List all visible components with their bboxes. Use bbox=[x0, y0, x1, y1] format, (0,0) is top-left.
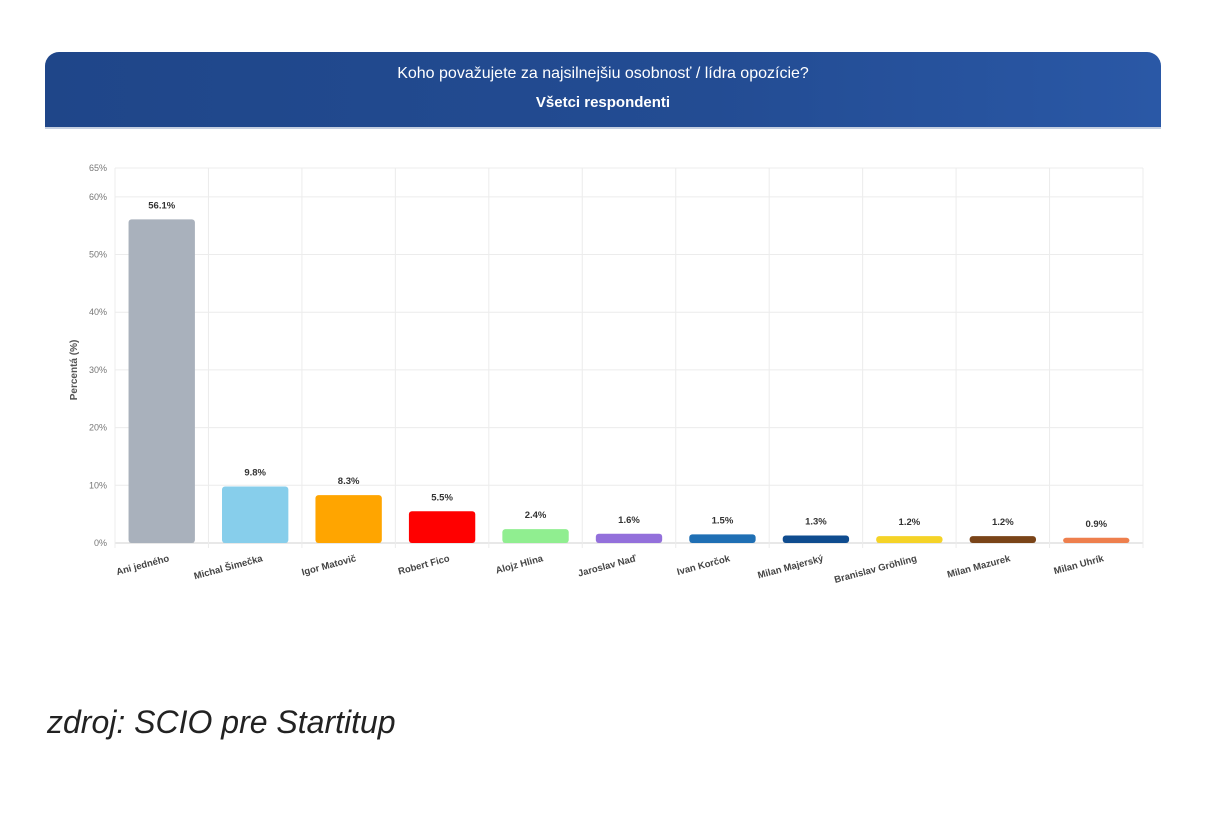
y-tick-label: 50% bbox=[89, 250, 107, 260]
bar bbox=[689, 534, 756, 543]
x-tick-label: Milan Majerský bbox=[757, 553, 826, 581]
bar bbox=[408, 511, 476, 543]
chart-header-banner: Koho považujete za najsilnejšiu osobnosť… bbox=[45, 52, 1161, 127]
y-tick-label: 60% bbox=[89, 192, 107, 202]
bar bbox=[876, 536, 943, 543]
y-tick-label: 65% bbox=[89, 163, 107, 173]
x-tick-label: Jaroslav Naď bbox=[577, 553, 638, 579]
y-tick-label: 0% bbox=[94, 538, 107, 548]
data-label: 2.4% bbox=[525, 510, 547, 521]
data-label: 56.1% bbox=[148, 200, 175, 211]
y-tick-label: 30% bbox=[89, 365, 107, 375]
x-tick-label: Igor Matovič bbox=[301, 553, 358, 578]
x-axis: Ani jedného Michal Šimečka Igor Matovič Rob… bbox=[115, 552, 1106, 586]
x-tick-label: Milan Uhrík bbox=[1053, 553, 1106, 577]
source-caption: zdroj: SCIO pre Startitup bbox=[47, 704, 396, 740]
x-tick-label: Robert Fico bbox=[397, 553, 451, 577]
data-label: 9.8% bbox=[244, 467, 266, 478]
data-label: 1.2% bbox=[899, 517, 921, 528]
x-tick-label: Michal Šimečka bbox=[192, 552, 264, 582]
bar bbox=[969, 536, 1036, 543]
x-tick-label: Ani jedného bbox=[115, 553, 171, 578]
y-axis: 0% 10% 20% 30% 40% 50% 60% 65% bbox=[89, 163, 107, 548]
y-tick-label: 40% bbox=[89, 307, 107, 317]
y-tick-label: 20% bbox=[89, 423, 107, 433]
x-tick-label: Ivan Korčok bbox=[676, 553, 732, 578]
y-tick-label: 10% bbox=[89, 480, 107, 490]
grid-lines bbox=[114, 167, 1144, 548]
x-tick-label: Alojz Hlina bbox=[495, 553, 545, 576]
data-label: 1.3% bbox=[805, 517, 827, 528]
data-label: 0.9% bbox=[1085, 519, 1107, 530]
chart-title: Koho považujete za najsilnejšiu osobnosť… bbox=[397, 65, 809, 82]
x-tick-label: Branislav Gröhling bbox=[833, 553, 918, 586]
bar bbox=[315, 495, 382, 543]
bars: 56.1% 9.8% 8.3% 5.5% 2.4% 1.6% 1.5% 1.3% 1.2% 1.2… bbox=[128, 200, 1130, 543]
data-label: 1.6% bbox=[618, 515, 640, 526]
bar bbox=[595, 533, 663, 543]
bar bbox=[222, 486, 289, 543]
bar bbox=[128, 219, 195, 543]
x-tick-label: Milan Mazurek bbox=[946, 553, 1012, 581]
data-label: 1.5% bbox=[712, 515, 734, 526]
data-label: 1.2% bbox=[992, 517, 1014, 528]
data-label: 8.3% bbox=[338, 476, 360, 487]
chart-subtitle: Všetci respondenti bbox=[535, 94, 671, 111]
bar bbox=[782, 535, 850, 543]
bar bbox=[1063, 537, 1130, 543]
bar bbox=[502, 529, 569, 543]
data-label: 5.5% bbox=[431, 492, 453, 503]
y-axis-label: Percentá (%) bbox=[69, 340, 80, 401]
bar-chart: 0% 10% 20% 30% 40% 50% 60% 65% Percentá (%) 56.… bbox=[69, 163, 1144, 586]
